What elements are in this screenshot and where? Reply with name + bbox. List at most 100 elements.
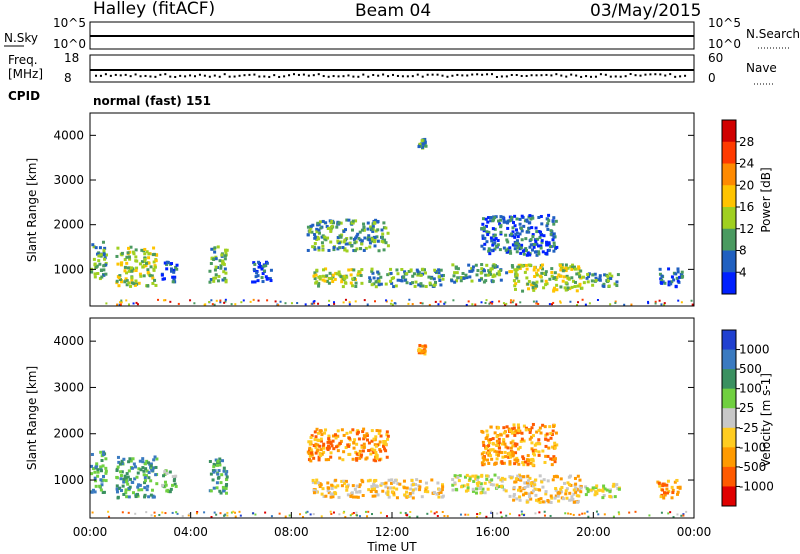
echo-cell (525, 230, 529, 234)
echo-cell (515, 273, 519, 277)
echo-cell (362, 228, 366, 232)
echo-cell (309, 440, 313, 444)
echo-cell (100, 483, 104, 487)
echo-cell (155, 482, 159, 486)
echo-cell (516, 458, 520, 462)
echo-cell (360, 242, 364, 246)
echo-cell (423, 271, 427, 275)
echo-cell (544, 272, 548, 276)
echo-cell (484, 217, 488, 221)
echo-cell (125, 261, 129, 265)
echo-cell (324, 267, 328, 271)
echo-cell (409, 487, 413, 491)
echo-cell (490, 248, 494, 252)
station-title: Halley (fitACF) (93, 0, 215, 19)
nave-dot (213, 74, 216, 77)
freq-left-tick-top: 18 (64, 51, 79, 65)
echo-cell (143, 476, 147, 480)
echo-cell (411, 281, 415, 285)
echo-cell (391, 490, 395, 494)
echo-cell (582, 281, 586, 285)
echo-cell (451, 478, 455, 482)
echo-cell (574, 482, 578, 486)
y-tick-label: 1000 (53, 473, 84, 487)
echo-cell (145, 469, 149, 473)
echo-cell (419, 144, 423, 148)
echo-cell (164, 483, 168, 487)
echo-cell (607, 284, 611, 288)
echo-cell (498, 300, 501, 303)
echo-cell (432, 490, 436, 494)
echo-cell (169, 300, 172, 303)
echo-cell (609, 303, 612, 306)
echo-cell (340, 484, 344, 488)
echo-cell (340, 479, 344, 483)
nave-dot (461, 74, 464, 77)
echo-cell (485, 477, 489, 481)
echo-cell (675, 479, 679, 483)
echo-cell (320, 452, 324, 456)
nave-dot (144, 74, 147, 77)
echo-cell (310, 453, 314, 457)
echo-cell (392, 486, 396, 490)
echo-cell (497, 476, 501, 480)
echo-cell (493, 431, 497, 435)
echo-cell (320, 492, 324, 496)
echo-cell (99, 465, 103, 469)
echo-cell (127, 303, 130, 306)
echo-cell (367, 441, 371, 445)
echo-cell (499, 268, 503, 272)
echo-cell (313, 302, 316, 305)
echo-cell (362, 225, 366, 229)
echo-cell (382, 248, 386, 252)
x-axis-label: Time UT (366, 540, 417, 554)
echo-cell (353, 487, 357, 491)
echo-cell (319, 454, 323, 458)
echo-cell (481, 487, 485, 491)
echo-cell (676, 267, 680, 271)
echo-cell (347, 452, 351, 456)
echo-cell (408, 298, 411, 301)
echo-cell (452, 299, 455, 302)
echo-cell (452, 274, 456, 278)
echo-cell (671, 491, 675, 495)
echo-cell (466, 486, 470, 490)
echo-cell (313, 277, 317, 281)
echo-cell (127, 246, 131, 250)
echo-cell (550, 457, 554, 461)
echo-cell (576, 500, 580, 504)
echo-cell (222, 469, 226, 473)
noise-left-tick-bottom: 10^0 (53, 37, 86, 51)
echo-cell (308, 442, 312, 446)
echo-cell (595, 491, 599, 495)
echo-cell (146, 484, 150, 488)
echo-cell (530, 226, 534, 230)
echo-cell (395, 268, 399, 272)
echo-cell (322, 450, 326, 454)
echo-cell (434, 300, 437, 303)
echo-cell (509, 512, 512, 515)
echo-cell (531, 216, 535, 220)
echo-cell (542, 478, 546, 482)
echo-cell (399, 511, 402, 514)
echo-cell (339, 275, 343, 279)
echo-cell (623, 303, 626, 306)
echo-cell (613, 282, 617, 286)
echo-cell (495, 265, 499, 269)
echo-cell (486, 433, 490, 437)
echo-cell (534, 478, 538, 482)
echo-cell (416, 269, 420, 273)
echo-cell (347, 436, 351, 440)
echo-cell (485, 230, 489, 234)
echo-cell (578, 478, 582, 482)
echo-cell (348, 303, 351, 306)
echo-cell (403, 486, 407, 490)
echo-cell (504, 233, 508, 237)
echo-cell (211, 303, 214, 306)
echo-cell (463, 475, 467, 479)
echo-cell (407, 302, 410, 305)
echo-cell (418, 479, 422, 483)
echo-cell (115, 475, 119, 479)
echo-cell (137, 488, 141, 492)
echo-cell (405, 272, 409, 276)
